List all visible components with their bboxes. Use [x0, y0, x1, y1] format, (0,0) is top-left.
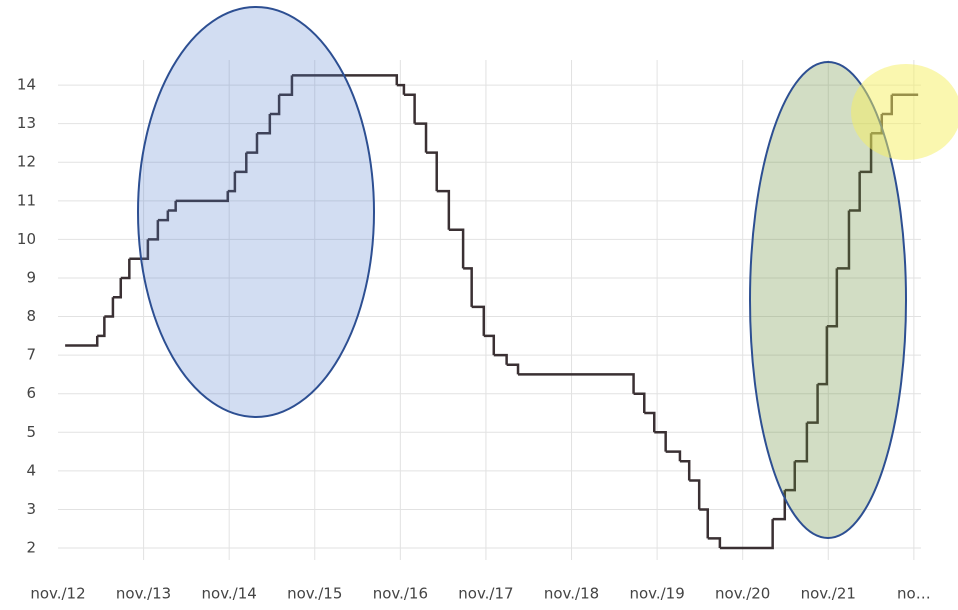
line-step	[147, 220, 160, 241]
line-step	[848, 171, 861, 212]
line-step	[719, 519, 774, 550]
y-tick-label: 6	[26, 384, 36, 402]
x-tick-label: nov./17	[458, 585, 513, 603]
x-tick-label: nov./20	[715, 585, 770, 603]
line-step	[403, 93, 416, 124]
line-step	[633, 392, 646, 414]
line-step	[396, 83, 406, 95]
line-step	[291, 74, 399, 86]
line-step	[471, 305, 486, 336]
y-tick-label: 13	[17, 114, 36, 132]
line-step	[784, 461, 797, 492]
line-step	[448, 228, 465, 269]
line-step	[654, 431, 667, 452]
y-tick-label: 2	[26, 539, 36, 557]
line-step	[679, 459, 691, 481]
y-tick-label: 4	[26, 461, 36, 479]
line-step	[65, 335, 99, 347]
line-step	[129, 239, 150, 260]
line-step	[665, 450, 682, 462]
line-step	[426, 151, 438, 192]
line-step	[699, 508, 709, 539]
y-tick-label: 5	[26, 423, 36, 441]
line-step	[104, 297, 115, 318]
y-tick-label: 9	[26, 268, 36, 286]
x-tick-label: nov./15	[287, 585, 342, 603]
line-step	[167, 200, 177, 212]
line-step	[794, 422, 809, 463]
line-step	[689, 479, 701, 510]
x-tick-label: nov./18	[544, 585, 599, 603]
line-step	[836, 210, 851, 270]
line-step	[97, 316, 106, 338]
y-tick-label: 14	[17, 76, 36, 94]
line-step	[256, 114, 272, 135]
highlight-ellipse	[137, 6, 375, 418]
line-step	[644, 411, 656, 433]
x-tick-label: nov./13	[116, 585, 171, 603]
line-step	[483, 334, 496, 356]
highlight-ellipse	[749, 61, 907, 539]
x-tick-label: nov./12	[30, 585, 85, 603]
line-step	[518, 373, 635, 394]
x-tick-label: nov./21	[801, 585, 856, 603]
line-step	[506, 363, 520, 375]
line-step	[234, 152, 248, 174]
x-tick-label: nov./14	[202, 585, 257, 603]
y-tick-label: 11	[17, 191, 36, 209]
line-step	[707, 537, 722, 549]
y-tick-label: 12	[17, 153, 36, 171]
x-tick-label: nov./16	[373, 585, 428, 603]
y-tick-label: 10	[17, 230, 36, 248]
highlight-ellipse	[851, 64, 958, 160]
line-step	[826, 268, 839, 328]
line-step	[112, 277, 123, 299]
line-step	[246, 133, 259, 154]
y-tick-label: 7	[26, 346, 36, 364]
line-step	[279, 75, 294, 96]
y-tick-label: 8	[26, 307, 36, 325]
y-tick-label: 3	[26, 500, 36, 518]
line-step	[175, 191, 229, 203]
line-step	[414, 122, 428, 153]
line-step	[463, 267, 473, 307]
line-step	[493, 353, 508, 365]
line-step	[157, 210, 170, 222]
line-step	[269, 94, 281, 116]
x-tick-label: no…	[897, 585, 931, 603]
line-step	[120, 258, 131, 280]
x-tick-label: nov./19	[629, 585, 684, 603]
line-step	[436, 189, 451, 230]
line-step	[806, 384, 819, 424]
line-step	[227, 171, 237, 193]
line-step	[817, 326, 829, 386]
